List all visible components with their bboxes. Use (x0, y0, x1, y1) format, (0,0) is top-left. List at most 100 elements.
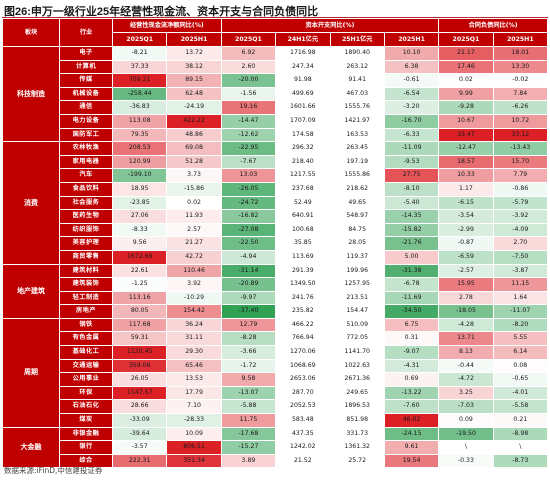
header-cf-2025h1: 2025H1 (166, 32, 222, 47)
value-cell: 21.17 (438, 46, 494, 61)
industry-cell: 综合 (59, 453, 113, 469)
value-cell: 1707.09 (275, 113, 331, 129)
value-cell: 117.68 (111, 317, 168, 333)
value-cell: 291.39 (275, 263, 331, 279)
value-cell: 1270.06 (275, 345, 331, 360)
value-cell: 11.93 (166, 209, 222, 224)
figure-title: 图26:申万一级行业25年经营性现金流、资本开支与合同负债同比 (4, 6, 319, 18)
table-row: 大金融 非银金融 -39.64 10.09 -17.68 437.35 331.73 -24.… (2, 426, 549, 469)
table-row: 美容护理 9.56 21.27 -22.50 35.85 28.05 -21.76 -0.87… (3, 236, 549, 251)
industry-cell: 国防军工 (59, 127, 113, 143)
sector-cell: 周期 (2, 317, 60, 428)
value-cell: 499.69 (275, 86, 331, 102)
value-cell: 27.75 (383, 168, 440, 183)
value-cell: -5.40 (383, 195, 440, 211)
value-cell: 213.51 (329, 290, 385, 306)
value-cell: 208.53 (111, 141, 168, 156)
header-row-group: 板块 行业 经营性现金流净额同比(%) 资本开支同比(%) 合同负债同比(%) (2, 18, 548, 47)
value-cell: 2052.53 (275, 399, 331, 415)
table-row: 石油石化 28.66 7.10 -5.88 2052.53 1896.53 -7.60 -7.… (3, 399, 549, 415)
value-cell: 0.21 (492, 413, 549, 428)
value-cell: 113.69 (275, 249, 331, 265)
value-cell: -24.72 (220, 195, 277, 211)
value-cell: 1141.70 (329, 345, 385, 360)
table-row: 科技制造 电子 -8.21 13.72 6.92 1716.98 1890.40 10.10 2… (2, 45, 549, 143)
value-cell: -12.47 (438, 141, 494, 156)
value-cell: 17.46 (438, 59, 494, 75)
value-cell: 263.12 (329, 59, 385, 75)
value-cell: 48.86 (166, 127, 222, 143)
header-ct-2025q1: 2025Q1 (438, 32, 494, 47)
value-cell: 59.31 (111, 331, 168, 347)
value-cell: 1601.66 (275, 100, 331, 115)
value-cell: -34.50 (383, 304, 440, 319)
value-cell: -22.95 (220, 141, 277, 156)
value-cell: -6.26 (492, 100, 549, 115)
value-cell: 9.56 (111, 236, 168, 251)
value-cell: -11.07 (492, 304, 549, 319)
value-cell: 10.10 (383, 46, 440, 61)
value-cell: -13.07 (220, 385, 277, 401)
value-cell: 1147.57 (111, 385, 168, 401)
table-row: 基础化工 1120.45 29.30 -3.66 1270.06 1141.70 -9.07… (3, 345, 549, 360)
value-cell: -12.62 (220, 127, 277, 143)
value-cell: 2.78 (438, 290, 494, 306)
value-cell: 174.58 (275, 127, 331, 143)
value-cell: 1068.69 (275, 358, 331, 374)
value-cell: 49.65 (329, 195, 385, 211)
value-cell: 1242.02 (275, 440, 331, 455)
value-cell: -7.03 (438, 399, 494, 415)
value-cell: 15.95 (438, 277, 494, 292)
value-cell: 199.96 (329, 263, 385, 279)
value-cell: 3.25 (438, 385, 494, 401)
value-cell: 119.37 (329, 249, 385, 265)
industry-cell: 有色金属 (59, 331, 113, 347)
industry-cell: 传媒 (59, 73, 113, 88)
value-cell: 1555.86 (329, 168, 385, 183)
value-cell: 13.72 (166, 46, 222, 61)
value-cell: -24.15 (383, 426, 440, 442)
value-cell: 1217.55 (275, 168, 331, 183)
value-cell: 0.31 (383, 331, 440, 347)
industry-cell: 建筑装饰 (59, 277, 113, 292)
value-cell: -4.01 (492, 385, 549, 401)
value-cell: -21.76 (383, 236, 440, 251)
value-cell: -8.28 (220, 331, 277, 347)
value-cell: 1421.97 (329, 113, 385, 129)
value-cell: 19.16 (220, 100, 277, 115)
sector-cell: 消费 (2, 141, 60, 265)
value-cell: 22.61 (111, 263, 168, 279)
value-cell: -1.56 (220, 86, 277, 102)
value-cell: -6.15 (438, 195, 494, 211)
table-row: 国防军工 79.35 48.86 -12.62 174.58 163.53 -6.33 33.… (3, 127, 549, 143)
value-cell: 6.75 (383, 317, 440, 333)
industry-cell: 石油石化 (59, 399, 113, 415)
value-cell: -15.82 (383, 222, 440, 238)
value-cell: 46.02 (383, 413, 440, 428)
sector-cell: 地产建筑 (2, 263, 60, 319)
value-cell: 25.72 (329, 453, 385, 469)
value-cell: 79.35 (111, 127, 168, 143)
value-cell: -6.78 (383, 277, 440, 292)
value-cell: -1.25 (111, 277, 168, 292)
value-cell: -11.69 (383, 290, 440, 306)
value-cell: -39.64 (111, 426, 168, 442)
value-cell: -17.68 (220, 426, 277, 442)
value-cell: -37.40 (220, 304, 277, 319)
header-cx-2025q1: 2025Q1 (220, 32, 277, 47)
value-cell: 10.72 (492, 113, 549, 129)
industry-cell: 汽车 (59, 168, 113, 183)
value-cell: -8.20 (492, 317, 549, 333)
industry-cell: 建筑材料 (59, 263, 113, 279)
value-cell: -4.28 (438, 317, 494, 333)
value-cell: -15.86 (166, 181, 222, 197)
value-cell: -13.22 (383, 385, 440, 401)
value-cell: -31.38 (383, 263, 440, 279)
value-cell: -3.20 (383, 100, 440, 115)
table-row: 计算机 37.33 38.12 2.60 247.34 263.12 6.38 17.46 13… (3, 59, 549, 75)
header-contract-group: 合同负债同比(%) (438, 18, 548, 33)
table-row: 地产建筑 建筑材料 22.61 110.46 -31.14 291.39 199.96 -31… (2, 263, 549, 319)
value-cell: 154.42 (166, 304, 222, 319)
value-cell: 7.10 (166, 399, 222, 415)
value-cell: -6.33 (383, 127, 440, 143)
